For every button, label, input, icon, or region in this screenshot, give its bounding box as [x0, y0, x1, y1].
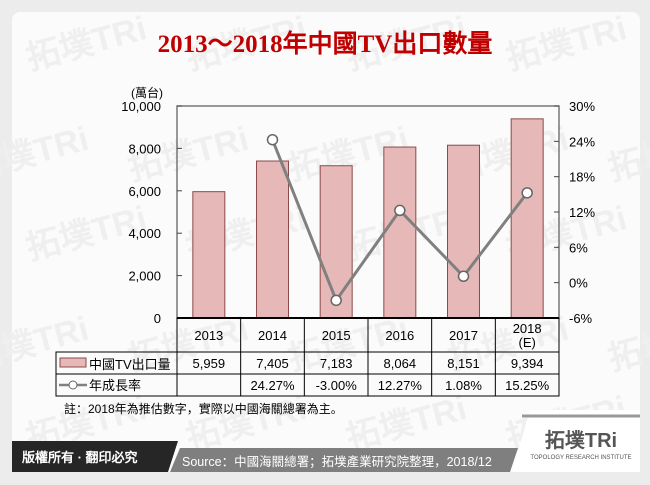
watermark: 拓墣TRi — [22, 9, 150, 77]
category-label: 2014 — [258, 328, 287, 343]
bar-2017 — [447, 144, 480, 319]
legend-bar-swatch — [59, 357, 87, 368]
legend-line-label: 年成長率 — [89, 378, 141, 393]
left-tick-label: 10,000 — [121, 99, 161, 114]
watermark: 拓墣TRi — [0, 120, 93, 188]
right-tick-label: -6% — [569, 311, 593, 326]
watermark: 拓墣TRi — [604, 120, 650, 188]
bar-value-cell: 8,064 — [384, 356, 417, 371]
bar-2013 — [192, 191, 226, 319]
growth-value-cell: 24.27% — [250, 378, 295, 393]
growth-value-cell: 15.25% — [505, 378, 550, 393]
bar-value-cell: 8,151 — [447, 356, 480, 371]
bar-value-cell: 9,394 — [511, 356, 544, 371]
right-tick-label: 30% — [569, 99, 595, 114]
right-tick-label: 24% — [569, 134, 595, 149]
growth-point — [394, 204, 406, 217]
growth-value-cell: 1.08% — [445, 378, 482, 393]
category-label: 2013 — [194, 328, 223, 343]
source-text: Source：中國海關總署；拓墣產業研究院整理，2018/12 — [182, 454, 492, 469]
footnote: 註：2018年為推估數字，實際以中國海關總署為主。 — [64, 401, 343, 416]
right-tick-label: 0% — [569, 276, 588, 291]
footer-source-band — [170, 448, 518, 472]
bar-2015 — [319, 165, 353, 319]
legend-line-marker — [68, 380, 78, 390]
category-label: 2018 (E) — [513, 321, 542, 350]
growth-value-cell: -3.00% — [316, 378, 358, 393]
footer-copyright-band — [12, 441, 178, 472]
chart-title: 2013～2018年中國TV出口數量 — [158, 29, 493, 58]
footer-logo-area — [512, 410, 640, 472]
growth-point — [330, 294, 342, 307]
watermark: 拓墣TRi — [604, 310, 650, 378]
growth-point — [457, 270, 470, 283]
right-tick-label: 6% — [569, 240, 588, 255]
category-label: 2015 — [322, 328, 351, 343]
watermark: 拓墣TRi — [342, 389, 470, 457]
bar-value-cell: 7,405 — [256, 356, 289, 371]
bar-2014 — [256, 160, 289, 319]
copyright-text: 版權所有 · 翻印必究 — [22, 450, 138, 465]
logo: 拓墣TRi — [545, 429, 617, 452]
watermark: 拓墣TRi — [182, 389, 310, 457]
category-label: 2017 — [449, 328, 478, 343]
bar-2016 — [383, 146, 417, 319]
legend-bar-label: 中國TV出口量 — [89, 357, 171, 372]
right-tick-label: 18% — [569, 170, 595, 185]
growth-value-cell: 12.27% — [378, 378, 423, 393]
left-tick-label: 0 — [154, 311, 161, 326]
left-tick-label: 6,000 — [128, 184, 161, 199]
growth-point — [266, 133, 279, 146]
watermark: 拓墣TRi — [502, 9, 630, 77]
category-label: 2016 — [385, 328, 414, 343]
left-tick-label: 2,000 — [128, 269, 161, 284]
growth-point — [521, 187, 533, 199]
bar-value-cell: 5,959 — [193, 356, 226, 371]
right-tick-label: 12% — [569, 205, 595, 220]
left-tick-label: 8,000 — [128, 141, 161, 156]
bar-value-cell: 7,183 — [320, 356, 353, 371]
watermark: 拓墣TRi — [0, 310, 93, 378]
bar-2018 — [510, 118, 544, 319]
left-tick-label: 4,000 — [128, 226, 161, 241]
y-axis-unit: (萬台) — [131, 85, 163, 100]
logo-subtext: TOPOLOGY RESEARCH INSTITUTE — [530, 455, 631, 461]
